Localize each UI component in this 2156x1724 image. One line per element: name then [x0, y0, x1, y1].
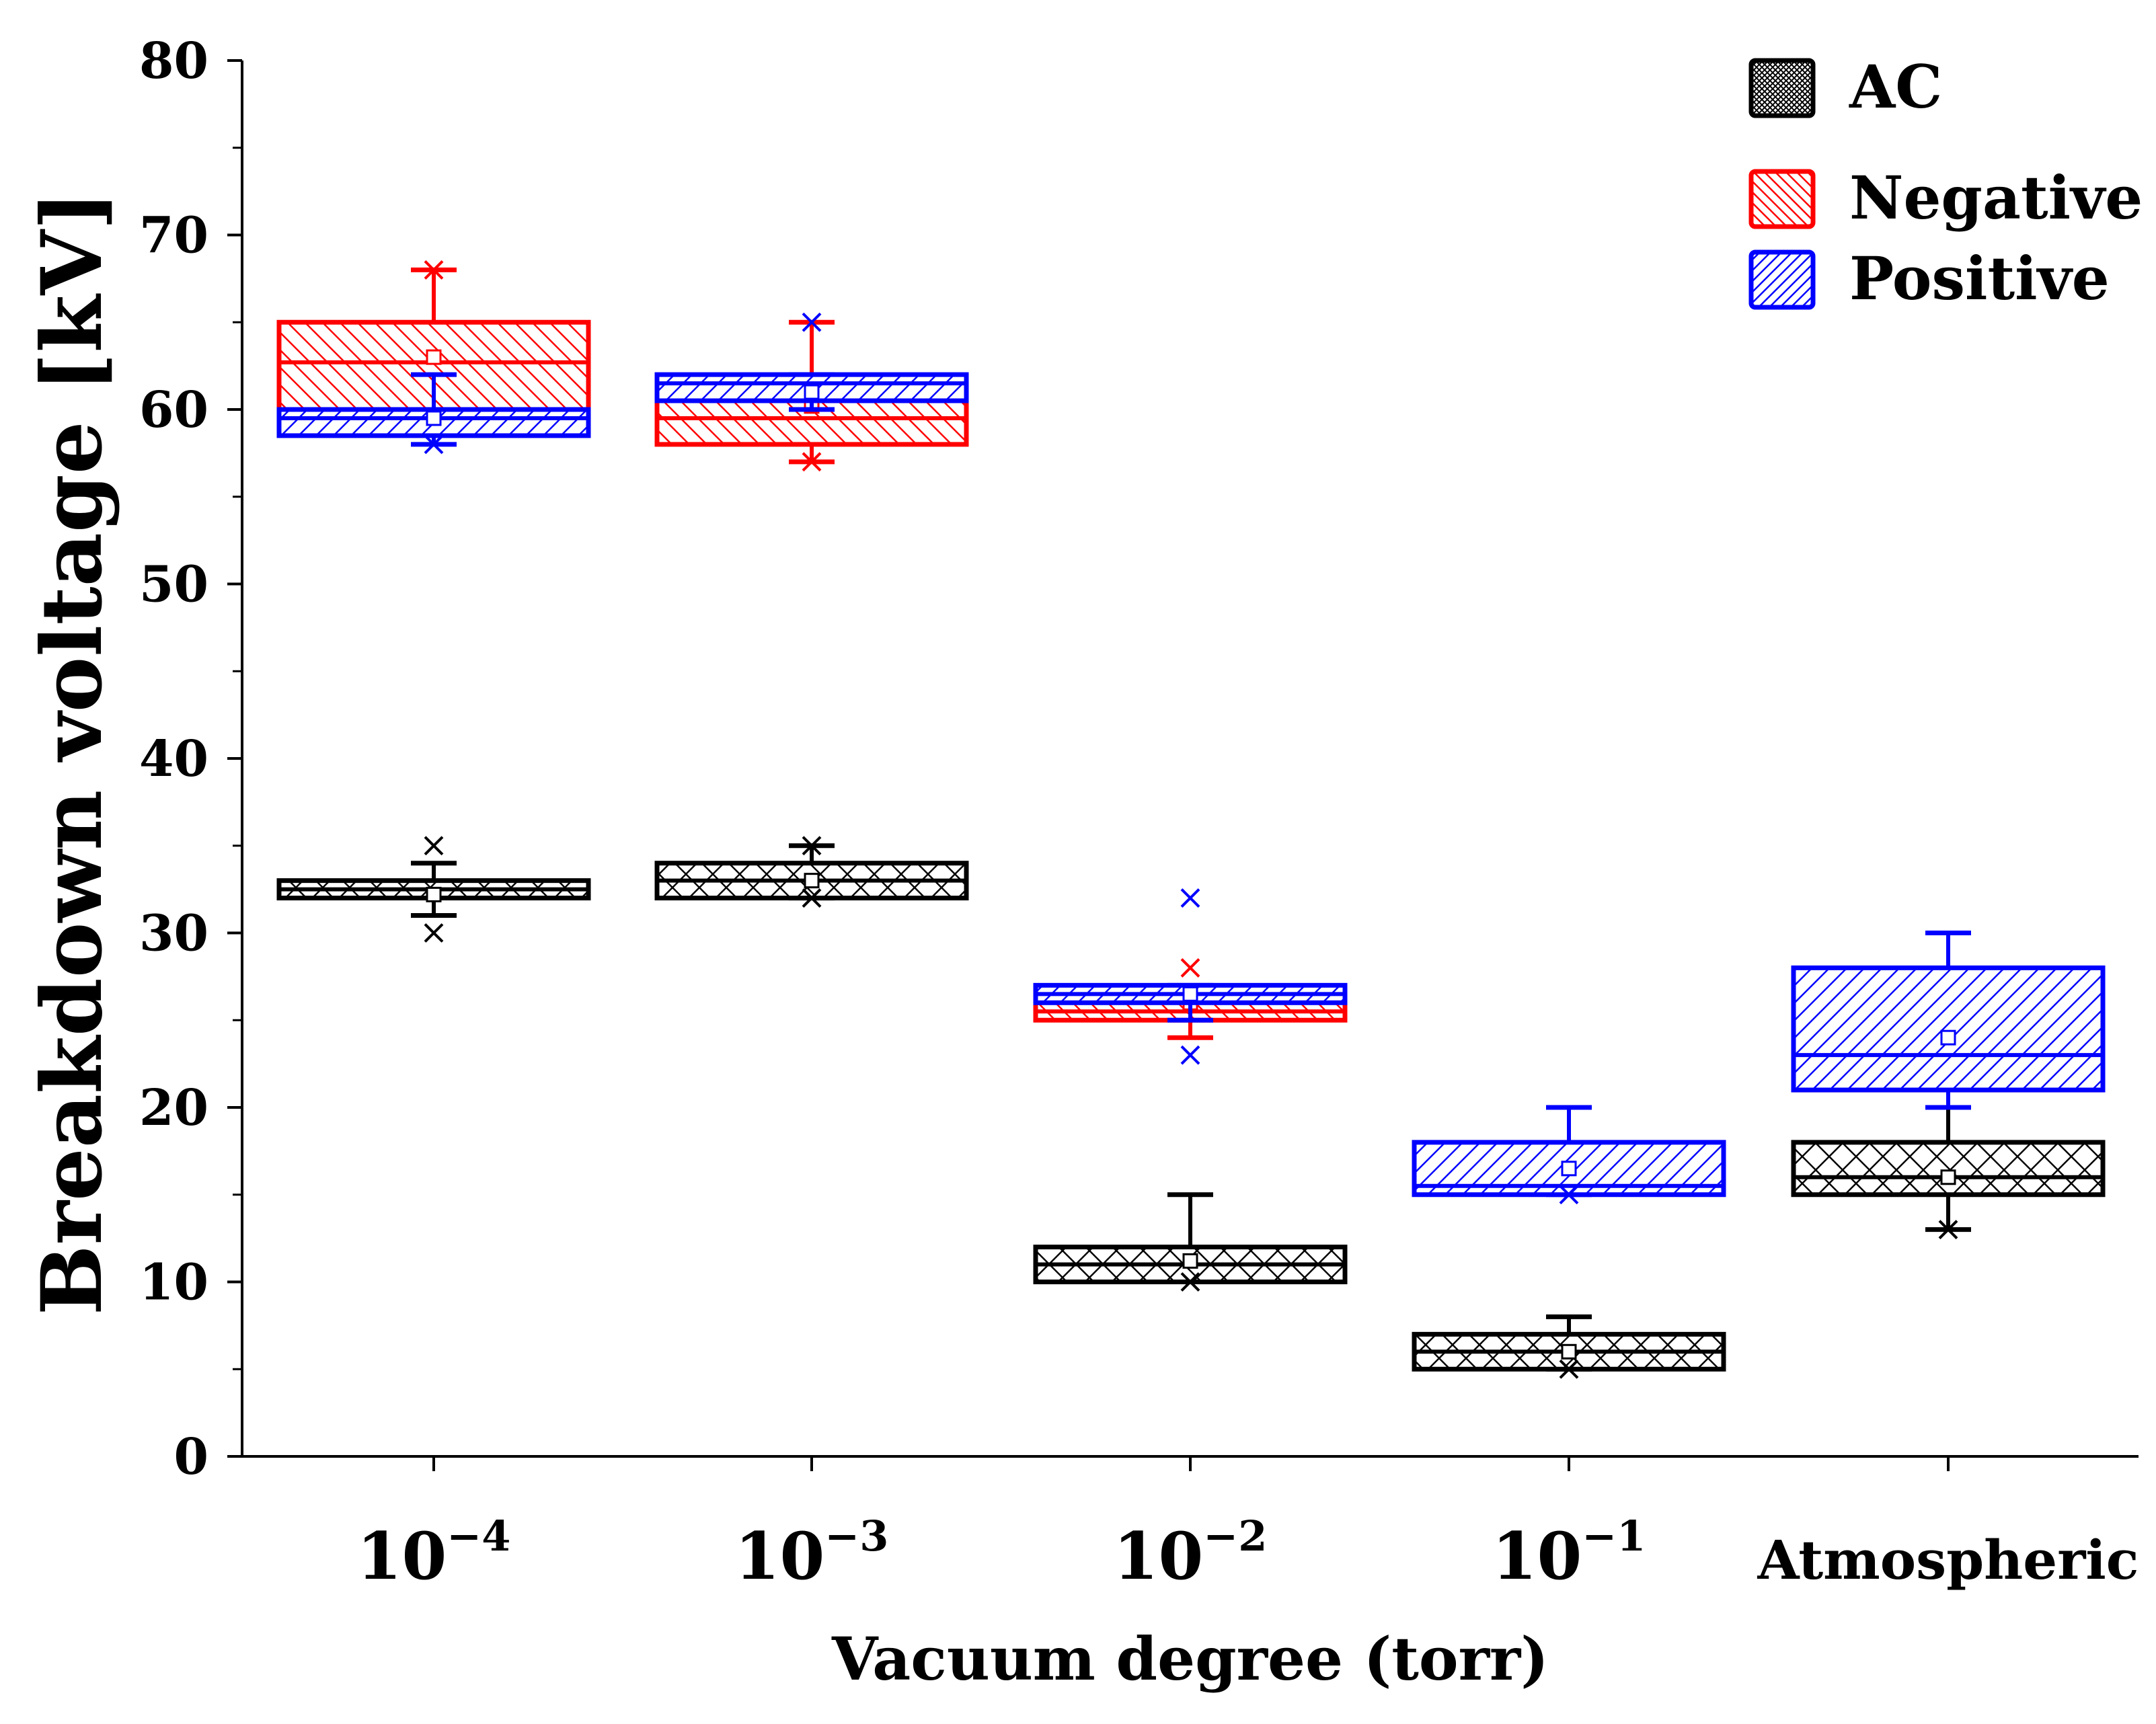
legend-label: AC [1849, 52, 1942, 122]
y-tick-label: 80 [139, 32, 208, 90]
outlier-marker [802, 312, 822, 332]
x-axis-label: Vacuum degree (torr) [831, 1624, 1549, 1694]
mean-marker [1940, 1029, 1956, 1046]
x-tick-label: 10−2 [1114, 1512, 1268, 1594]
outlier-marker [802, 836, 822, 856]
box-ac [654, 836, 969, 908]
outlier-marker [1180, 888, 1200, 908]
x-tick-label: 10−1 [1492, 1512, 1646, 1594]
legend-label: Positive [1849, 243, 2110, 313]
outlier-marker [1180, 1045, 1200, 1065]
outlier-marker [1180, 1272, 1200, 1292]
outlier-marker [424, 923, 444, 943]
mean-marker [804, 384, 820, 400]
box-positive [1412, 1105, 1726, 1205]
legend-swatch [1748, 249, 1816, 310]
outlier-marker [424, 836, 444, 856]
outlier-marker [802, 888, 822, 908]
legend-item-negative: Negative [1748, 163, 2143, 233]
mean-marker [1182, 986, 1198, 1002]
box-ac [276, 836, 591, 943]
outlier-marker [1559, 1185, 1579, 1205]
box-positive [654, 312, 969, 412]
outlier-marker [424, 434, 444, 455]
y-tick-label: 60 [139, 381, 208, 439]
box-body [1791, 1140, 2106, 1198]
legend-item-ac: AC [1748, 52, 1942, 122]
y-tick-label: 0 [174, 1428, 209, 1486]
box-series [276, 260, 2106, 1379]
legend-item-positive: Positive [1748, 243, 2110, 313]
mean-marker [426, 410, 442, 426]
legend: AC Negative Positive [1748, 52, 2143, 313]
y-tick-label: 70 [139, 207, 208, 265]
box-ac [1412, 1314, 1726, 1379]
mean-marker [804, 873, 820, 889]
x-tick-label: 10−3 [735, 1512, 889, 1594]
outlier-marker [802, 452, 822, 472]
x-tick-label: Atmospheric [1757, 1528, 2139, 1592]
y-tick-label: 30 [139, 905, 208, 963]
legend-swatch [1748, 58, 1816, 118]
outlier-marker [1559, 1359, 1579, 1379]
box-positive [1033, 888, 1348, 1065]
y-tick-label: 20 [139, 1079, 208, 1137]
x-tick-label: 10−4 [357, 1512, 511, 1594]
legend-swatch [1748, 169, 1816, 229]
mean-marker [426, 886, 442, 902]
box-positive [1791, 931, 2106, 1110]
mean-marker [1561, 1343, 1577, 1360]
y-tick-label: 40 [139, 730, 208, 788]
box-ac [1791, 1105, 2106, 1240]
outlier-marker [1938, 1220, 1958, 1240]
axes: 0 10 20 30 40 50 60 70 80 10−4 10−3 10−2 10−1 Atmosph… [139, 32, 2139, 1594]
outlier-marker [424, 260, 444, 280]
y-axis-label: Breakdown voltage [kV] [24, 191, 121, 1316]
mean-marker [426, 349, 442, 365]
box-ac [1033, 1192, 1348, 1292]
outlier-marker [1180, 957, 1200, 978]
box-positive [276, 372, 591, 455]
mean-marker [1940, 1169, 1956, 1185]
box-body [1791, 965, 2106, 1093]
mean-marker [1182, 1253, 1198, 1269]
y-tick-label: 10 [139, 1254, 208, 1312]
legend-label: Negative [1849, 163, 2143, 233]
y-tick-label: 50 [139, 556, 208, 614]
mean-marker [1561, 1161, 1577, 1177]
